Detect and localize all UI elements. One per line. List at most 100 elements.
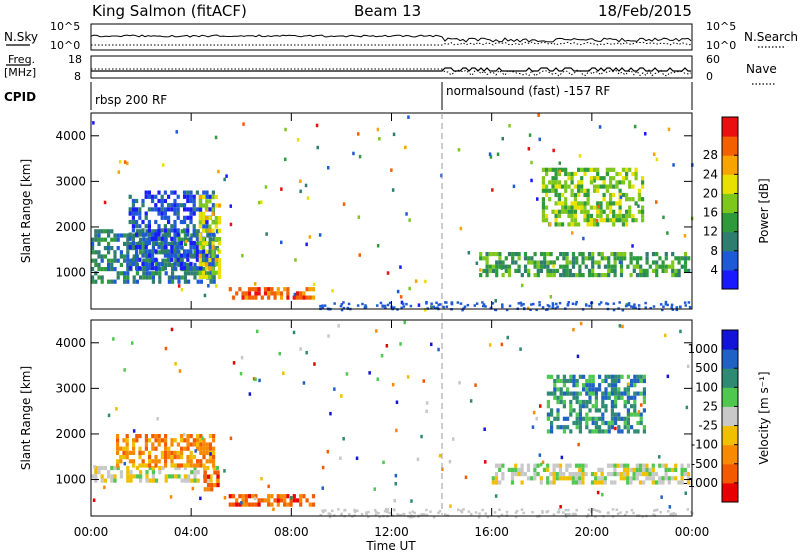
- power-cell: [517, 256, 521, 261]
- power-cell: [570, 188, 574, 193]
- velocity-ground-cell: [322, 510, 325, 514]
- velocity-ground-cell: [365, 511, 368, 514]
- power-cell: [97, 229, 101, 234]
- velocity-cell: [189, 442, 193, 447]
- velocity-cell: [546, 429, 550, 434]
- velocity-cell: [174, 465, 178, 471]
- power-cell: [571, 264, 576, 269]
- power-cell: [612, 222, 616, 227]
- power-ground-cell: [402, 305, 406, 308]
- velocity-cell: [251, 502, 255, 507]
- velocity-ground-cell: [520, 508, 524, 511]
- velocity-cell: [610, 416, 614, 421]
- power-cell: [131, 198, 135, 204]
- velocity-cell: [620, 416, 624, 421]
- velocity-scatter-cell: [519, 347, 522, 351]
- velocity-cell: [141, 450, 145, 455]
- velocity-cell: [574, 476, 579, 481]
- power-cell: [618, 209, 622, 214]
- power-cell: [514, 260, 518, 265]
- power-cell: [154, 257, 158, 262]
- power-cell: [655, 264, 659, 269]
- velocity-ground-cell: [438, 509, 442, 513]
- velocity-ground-cell: [328, 515, 332, 519]
- velocity-scatter-cell: [223, 469, 226, 473]
- power-cell: [541, 201, 545, 206]
- power-cell: [599, 184, 603, 189]
- velocity-colorbar-swatch: [722, 349, 738, 369]
- velocity-cell: [189, 455, 193, 460]
- power-cell: [126, 237, 130, 242]
- power-cell: [154, 236, 158, 241]
- power-cell: [629, 256, 633, 261]
- power-cell: [199, 250, 203, 255]
- power-ground-cell: [567, 301, 570, 304]
- velocity-cell: [642, 408, 646, 413]
- power-cell: [554, 192, 558, 198]
- power-cell: [507, 268, 512, 273]
- velocity-cell: [154, 434, 158, 439]
- power-cell: [247, 291, 252, 296]
- power-scatter-cell: [357, 132, 360, 136]
- power-scatter-cell: [655, 200, 658, 204]
- power-cell: [144, 240, 148, 246]
- power-cell: [491, 264, 496, 269]
- velocity-colorbar-tick-label: -500: [691, 457, 718, 471]
- power-cell: [135, 245, 139, 250]
- velocity-cell: [546, 399, 550, 405]
- power-scatter-cell: [225, 174, 228, 178]
- power-cell: [107, 258, 111, 263]
- power-cell: [564, 171, 568, 177]
- velocity-ground-cell: [367, 510, 370, 514]
- power-cell: [589, 180, 593, 185]
- velocity-cell: [116, 446, 120, 451]
- velocity-cell: [555, 476, 559, 481]
- power-cell: [541, 188, 545, 193]
- power-cell: [561, 201, 565, 206]
- power-cell: [151, 271, 155, 276]
- power-cell: [174, 275, 178, 280]
- power-cell: [578, 264, 582, 269]
- power-cell: [587, 256, 592, 261]
- velocity-cell: [122, 438, 126, 443]
- velocity-scatter-cell: [103, 485, 106, 490]
- power-cell: [214, 216, 218, 221]
- velocity-cell: [559, 425, 563, 430]
- velocity-ground-cell: [444, 513, 447, 516]
- velocity-cell: [302, 494, 306, 499]
- velocity-ground-cell: [446, 514, 450, 517]
- power-cell: [586, 209, 590, 214]
- power-cell: [126, 233, 130, 238]
- power-cell: [664, 256, 668, 261]
- power-cell: [555, 268, 560, 273]
- velocity-ground-cell: [396, 513, 399, 517]
- power-cell: [167, 279, 171, 284]
- velocity-cell: [578, 425, 582, 430]
- velocity-cell: [193, 478, 197, 483]
- velocity-cell: [192, 455, 196, 460]
- velocity-ground-cell: [541, 510, 544, 513]
- power-colorbar-tick-label: 20: [703, 186, 718, 200]
- velocity-cell: [610, 378, 614, 384]
- power-cell: [570, 171, 574, 177]
- power-scatter-cell: [126, 161, 129, 166]
- velocity-cell: [578, 416, 582, 421]
- power-cell: [142, 258, 146, 263]
- power-cell: [211, 245, 215, 250]
- power-cell: [103, 237, 107, 242]
- power-cell: [495, 260, 499, 265]
- power-cell: [151, 229, 155, 234]
- velocity-cell: [651, 472, 655, 477]
- power-cell: [541, 184, 545, 189]
- power-cell: [193, 262, 197, 267]
- velocity-cell: [629, 480, 633, 485]
- power-cell: [609, 192, 613, 198]
- velocity-cell: [170, 450, 174, 455]
- power-cell: [581, 256, 585, 261]
- power-cell: [628, 197, 632, 202]
- power-cell: [583, 192, 587, 198]
- power-cell: [208, 266, 212, 271]
- power-cell: [208, 245, 212, 250]
- power-cell: [276, 287, 280, 292]
- velocity-cell: [238, 502, 242, 507]
